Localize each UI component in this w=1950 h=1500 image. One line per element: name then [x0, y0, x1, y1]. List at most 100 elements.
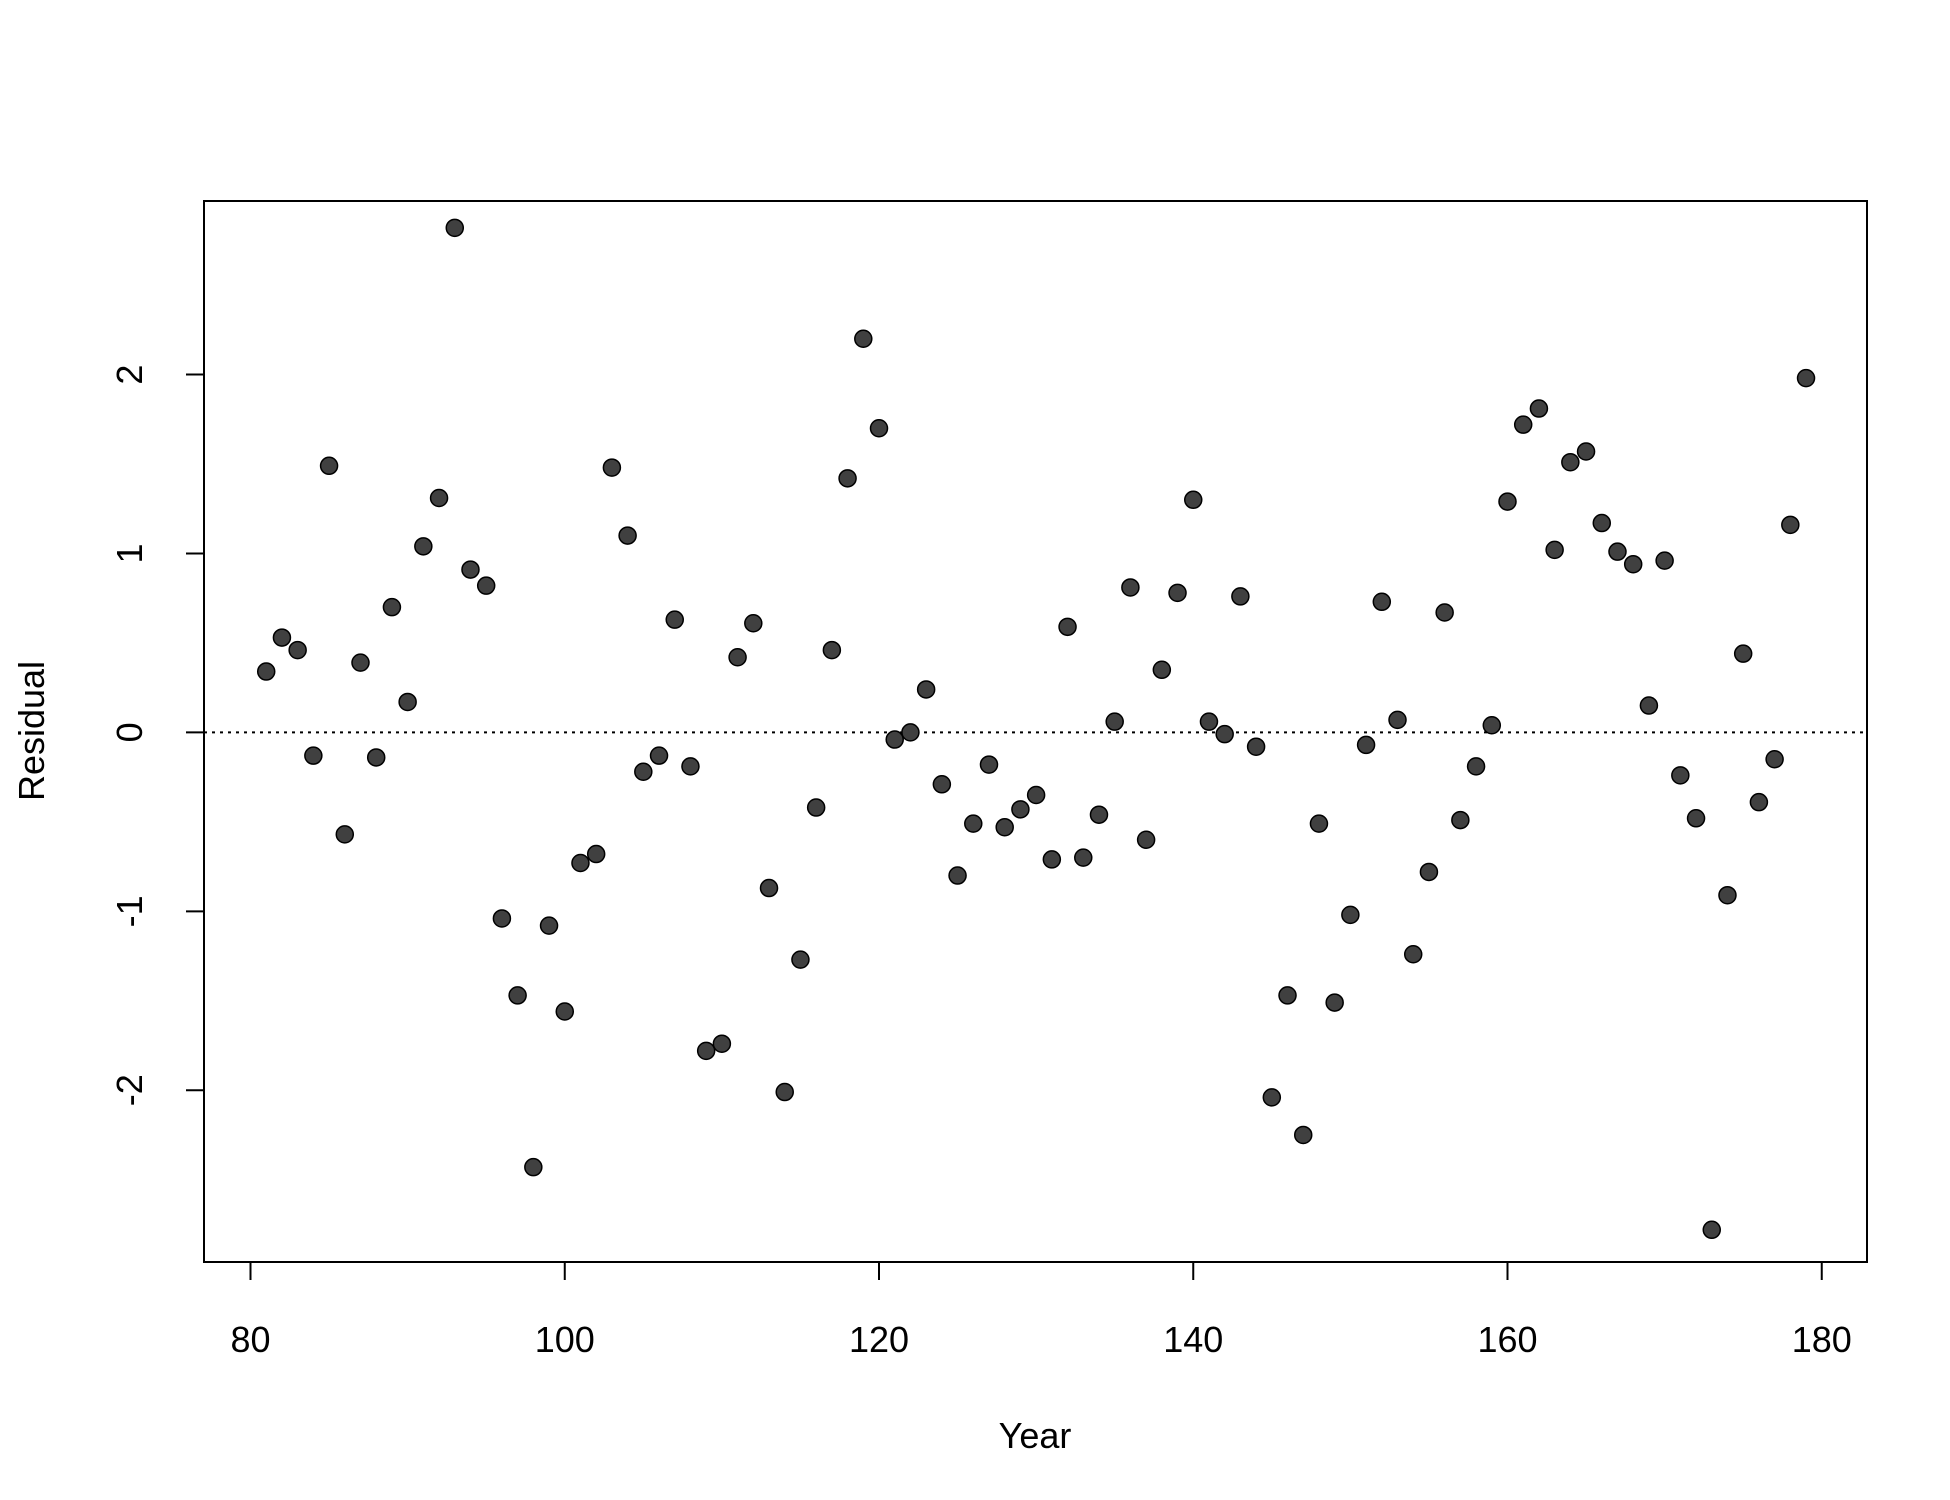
data-point: [1231, 587, 1250, 606]
data-point: [1765, 749, 1784, 769]
data-point: [1168, 583, 1187, 603]
data-point: [1089, 805, 1109, 824]
data-point: [1718, 885, 1737, 905]
data-point: [1105, 712, 1124, 731]
data-point: [995, 817, 1014, 837]
data-point: [555, 1002, 575, 1021]
data-point: [1184, 490, 1203, 510]
y-tick-label: -2: [109, 1074, 150, 1106]
data-point: [586, 844, 606, 864]
data-point: [948, 866, 967, 885]
data-point: [1388, 710, 1407, 730]
data-point: [461, 560, 480, 579]
y-tick-label: 2: [109, 365, 150, 385]
data-point: [398, 692, 417, 712]
data-point: [1545, 540, 1564, 560]
data-point: [508, 986, 527, 1005]
y-tick-label: -1: [109, 895, 150, 927]
data-point: [1026, 785, 1046, 805]
data-point: [1042, 850, 1062, 869]
data-point: [1341, 905, 1360, 925]
data-point: [1781, 515, 1800, 535]
data-point: [1592, 513, 1612, 533]
x-tick-label: 140: [1163, 1319, 1223, 1360]
y-tick-label: 0: [109, 722, 150, 742]
data-point: [1058, 617, 1077, 637]
data-point: [1356, 735, 1376, 755]
data-point: [806, 798, 826, 817]
data-point: [1498, 492, 1517, 511]
data-point: [979, 755, 999, 774]
data-point: [288, 640, 307, 660]
data-point: [932, 775, 952, 794]
data-point: [539, 916, 559, 935]
data-point: [335, 825, 355, 844]
y-tick-label: 1: [109, 543, 150, 563]
data-point: [665, 610, 684, 629]
x-tick-label: 160: [1477, 1319, 1537, 1360]
data-point: [272, 628, 292, 647]
data-point: [964, 814, 983, 833]
x-tick-label: 80: [230, 1319, 270, 1360]
data-point: [414, 537, 433, 556]
data-point: [524, 1157, 543, 1177]
x-axis-label: Year: [999, 1415, 1072, 1456]
data-point: [1246, 737, 1266, 756]
data-point: [445, 218, 465, 238]
data-point: [744, 614, 763, 633]
data-point: [1309, 814, 1329, 833]
data-point: [476, 576, 496, 595]
data-point: [1733, 644, 1753, 663]
data-point: [571, 853, 590, 873]
data-point: [791, 950, 810, 969]
x-tick-label: 100: [535, 1319, 595, 1360]
data-point: [1686, 809, 1706, 828]
data-point: [1121, 578, 1140, 597]
data-point: [429, 488, 449, 508]
data-point: [1152, 660, 1172, 680]
y-axis-label: Residual: [11, 661, 52, 801]
data-point: [759, 878, 779, 898]
data-point: [492, 909, 512, 928]
data-point: [319, 456, 339, 476]
data-point: [1482, 715, 1502, 735]
data-point: [1293, 1125, 1313, 1145]
data-point: [1513, 415, 1533, 434]
data-point: [1561, 452, 1580, 472]
data-point: [1074, 848, 1093, 867]
data-point: [1608, 542, 1627, 561]
data-point: [696, 1041, 716, 1061]
data-point: [366, 748, 386, 767]
data-point: [1325, 993, 1344, 1012]
data-point: [1435, 603, 1454, 622]
data-point: [1262, 1088, 1282, 1107]
data-point: [854, 329, 873, 349]
data-point: [649, 746, 669, 765]
data-point: [1749, 792, 1769, 812]
data-point: [1451, 810, 1470, 830]
data-point: [1702, 1220, 1722, 1240]
x-tick-label: 180: [1792, 1319, 1852, 1360]
data-point: [885, 730, 904, 749]
data-point: [351, 653, 370, 672]
data-point: [1136, 830, 1156, 849]
data-point: [869, 418, 889, 438]
data-point: [728, 647, 747, 667]
data-point: [1671, 766, 1690, 785]
data-point: [256, 662, 276, 681]
x-tick-label: 120: [849, 1319, 909, 1360]
data-point: [1403, 945, 1423, 964]
data-point: [304, 746, 323, 765]
data-point: [634, 762, 653, 782]
data-point: [1011, 800, 1030, 819]
data-point: [775, 1082, 794, 1102]
data-point: [681, 757, 700, 776]
data-point: [901, 723, 920, 742]
data-point: [602, 458, 622, 477]
data-point: [1639, 696, 1659, 715]
data-point: [1623, 554, 1643, 574]
data-point: [1576, 442, 1596, 461]
data-point: [382, 597, 402, 617]
data-point: [916, 680, 936, 699]
data-point: [838, 469, 857, 488]
